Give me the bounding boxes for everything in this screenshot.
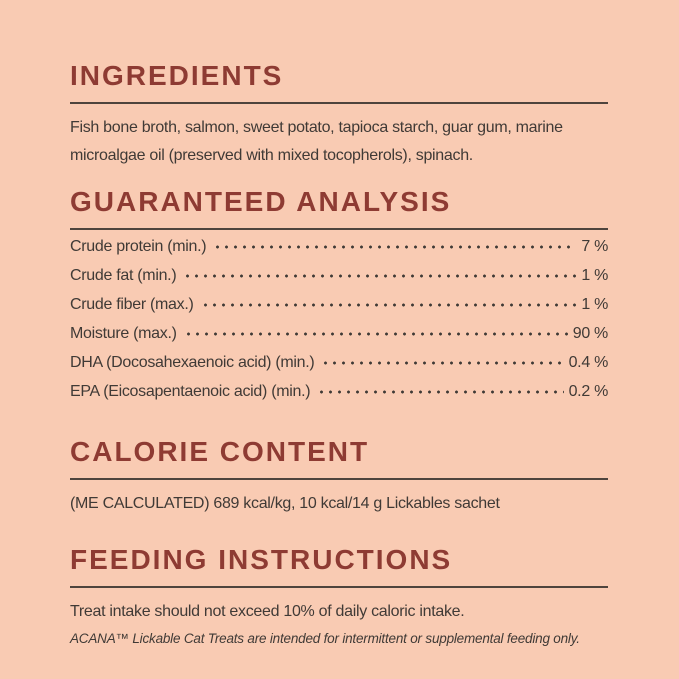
section-divider xyxy=(70,102,608,104)
dot-leader xyxy=(183,330,568,338)
analysis-row: DHA (Docosahexaenoic acid) (min.) 0.4 % xyxy=(70,354,608,383)
feeding-instructions-title: FEEDING INSTRUCTIONS xyxy=(70,544,453,575)
analysis-label: DHA (Docosahexaenoic acid) (min.) xyxy=(70,354,315,371)
section-divider xyxy=(70,478,608,480)
dot-leader xyxy=(200,301,577,309)
analysis-value: 90 % xyxy=(572,325,609,342)
dot-leader xyxy=(321,359,564,367)
calorie-content-section: CALORIE CONTENT (ME CALCULATED) 689 kcal… xyxy=(70,438,608,518)
dot-leader xyxy=(213,243,577,251)
analysis-label: EPA (Eicosapentaenoic acid) (min.) xyxy=(70,383,311,400)
analysis-value: 0.2 % xyxy=(568,383,609,400)
calorie-content-text: (ME CALCULATED) 689 kcal/kg, 10 kcal/14 … xyxy=(70,495,500,512)
section-divider xyxy=(70,228,608,230)
analysis-value: 0.4 % xyxy=(568,354,609,371)
ingredients-section: INGREDIENTS Fish bone broth, salmon, swe… xyxy=(70,62,608,170)
analysis-row: Crude protein (min.) 7 % xyxy=(70,238,608,267)
analysis-row: Moisture (max.) 90 % xyxy=(70,325,608,354)
analysis-label: Crude fat (min.) xyxy=(70,267,177,284)
analysis-value: 7 % xyxy=(581,238,608,255)
section-divider xyxy=(70,586,608,588)
ingredients-text: Fish bone broth, salmon, sweet potato, t… xyxy=(70,114,608,170)
feeding-instructions-text: Treat intake should not exceed 10% of da… xyxy=(70,603,465,620)
ingredients-line: microalgae oil (preserved with mixed toc… xyxy=(70,147,473,164)
ingredients-line: Fish bone broth, salmon, sweet potato, t… xyxy=(70,119,563,136)
feeding-instructions-section: FEEDING INSTRUCTIONS Treat intake should… xyxy=(70,546,608,650)
analysis-row: Crude fiber (max.) 1 % xyxy=(70,296,608,325)
analysis-label: Crude fiber (max.) xyxy=(70,296,194,313)
analysis-value: 1 % xyxy=(581,267,608,284)
analysis-row: EPA (Eicosapentaenoic acid) (min.) 0.2 % xyxy=(70,383,608,412)
guaranteed-analysis-table: Crude protein (min.) 7 % Crude fat (min.… xyxy=(70,238,608,412)
dot-leader xyxy=(183,272,577,280)
dot-leader xyxy=(317,388,564,396)
calorie-content-title: CALORIE CONTENT xyxy=(70,436,370,467)
feeding-instructions-note: ACANA™ Lickable Cat Treats are intended … xyxy=(70,631,580,646)
analysis-label: Moisture (max.) xyxy=(70,325,177,342)
analysis-value: 1 % xyxy=(581,296,608,313)
ingredients-title: INGREDIENTS xyxy=(70,60,284,91)
analysis-row: Crude fat (min.) 1 % xyxy=(70,267,608,296)
guaranteed-analysis-section: GUARANTEED ANALYSIS Crude protein (min.)… xyxy=(70,188,608,412)
analysis-label: Crude protein (min.) xyxy=(70,238,207,255)
guaranteed-analysis-title: GUARANTEED ANALYSIS xyxy=(70,186,452,217)
